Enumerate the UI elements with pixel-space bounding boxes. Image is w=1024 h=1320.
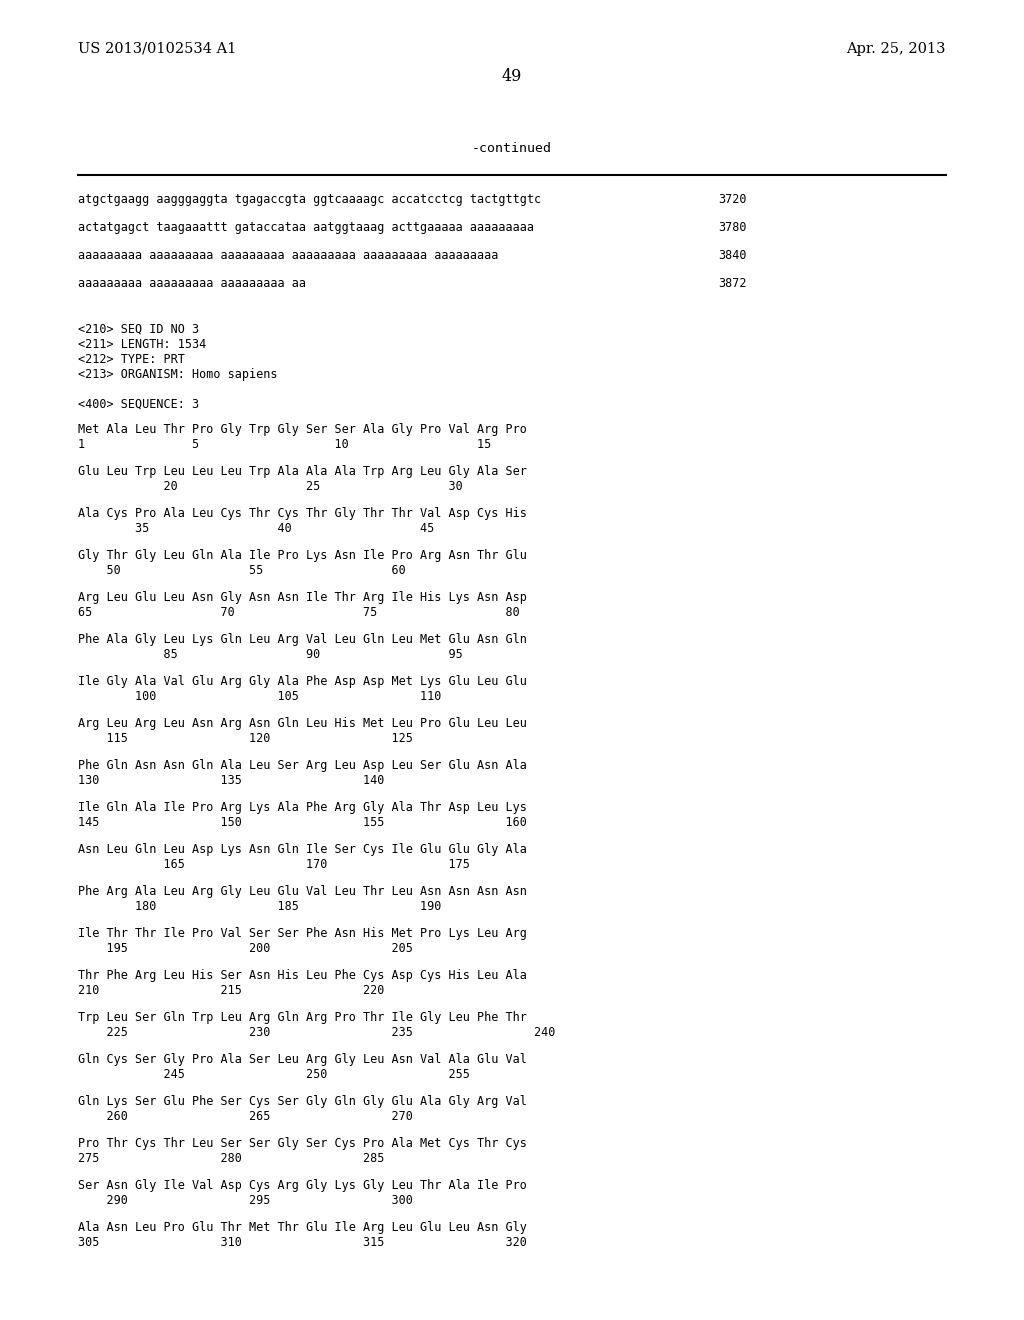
Text: 165                 170                 175: 165 170 175 bbox=[78, 858, 470, 871]
Text: Gln Lys Ser Glu Phe Ser Cys Ser Gly Gln Gly Glu Ala Gly Arg Val: Gln Lys Ser Glu Phe Ser Cys Ser Gly Gln … bbox=[78, 1096, 527, 1107]
Text: Ile Gln Ala Ile Pro Arg Lys Ala Phe Arg Gly Ala Thr Asp Leu Lys: Ile Gln Ala Ile Pro Arg Lys Ala Phe Arg … bbox=[78, 801, 527, 814]
Text: Gln Cys Ser Gly Pro Ala Ser Leu Arg Gly Leu Asn Val Ala Glu Val: Gln Cys Ser Gly Pro Ala Ser Leu Arg Gly … bbox=[78, 1053, 527, 1067]
Text: 245                 250                 255: 245 250 255 bbox=[78, 1068, 470, 1081]
Text: 3720: 3720 bbox=[718, 193, 746, 206]
Text: 3872: 3872 bbox=[718, 277, 746, 290]
Text: Trp Leu Ser Gln Trp Leu Arg Gln Arg Pro Thr Ile Gly Leu Phe Thr: Trp Leu Ser Gln Trp Leu Arg Gln Arg Pro … bbox=[78, 1011, 527, 1024]
Text: 49: 49 bbox=[502, 69, 522, 84]
Text: Pro Thr Cys Thr Leu Ser Ser Gly Ser Cys Pro Ala Met Cys Thr Cys: Pro Thr Cys Thr Leu Ser Ser Gly Ser Cys … bbox=[78, 1137, 527, 1150]
Text: 130                 135                 140: 130 135 140 bbox=[78, 774, 384, 787]
Text: 1               5                   10                  15: 1 5 10 15 bbox=[78, 438, 492, 451]
Text: -continued: -continued bbox=[472, 143, 552, 154]
Text: 3780: 3780 bbox=[718, 220, 746, 234]
Text: Phe Ala Gly Leu Lys Gln Leu Arg Val Leu Gln Leu Met Glu Asn Gln: Phe Ala Gly Leu Lys Gln Leu Arg Val Leu … bbox=[78, 634, 527, 645]
Text: 100                 105                 110: 100 105 110 bbox=[78, 690, 441, 704]
Text: 145                 150                 155                 160: 145 150 155 160 bbox=[78, 816, 527, 829]
Text: 225                 230                 235                 240: 225 230 235 240 bbox=[78, 1026, 555, 1039]
Text: Ile Gly Ala Val Glu Arg Gly Ala Phe Asp Asp Met Lys Glu Leu Glu: Ile Gly Ala Val Glu Arg Gly Ala Phe Asp … bbox=[78, 675, 527, 688]
Text: atgctgaagg aagggaggta tgagaccgta ggtcaaaagc accatcctcg tactgttgtc: atgctgaagg aagggaggta tgagaccgta ggtcaaa… bbox=[78, 193, 541, 206]
Text: actatgagct taagaaattt gataccataa aatggtaaag acttgaaaaa aaaaaaaaa: actatgagct taagaaattt gataccataa aatggta… bbox=[78, 220, 534, 234]
Text: Phe Arg Ala Leu Arg Gly Leu Glu Val Leu Thr Leu Asn Asn Asn Asn: Phe Arg Ala Leu Arg Gly Leu Glu Val Leu … bbox=[78, 884, 527, 898]
Text: Thr Phe Arg Leu His Ser Asn His Leu Phe Cys Asp Cys His Leu Ala: Thr Phe Arg Leu His Ser Asn His Leu Phe … bbox=[78, 969, 527, 982]
Text: Arg Leu Glu Leu Asn Gly Asn Asn Ile Thr Arg Ile His Lys Asn Asp: Arg Leu Glu Leu Asn Gly Asn Asn Ile Thr … bbox=[78, 591, 527, 605]
Text: Phe Gln Asn Asn Gln Ala Leu Ser Arg Leu Asp Leu Ser Glu Asn Ala: Phe Gln Asn Asn Gln Ala Leu Ser Arg Leu … bbox=[78, 759, 527, 772]
Text: 50                  55                  60: 50 55 60 bbox=[78, 564, 406, 577]
Text: aaaaaaaaa aaaaaaaaa aaaaaaaaa aa: aaaaaaaaa aaaaaaaaa aaaaaaaaa aa bbox=[78, 277, 306, 290]
Text: <212> TYPE: PRT: <212> TYPE: PRT bbox=[78, 352, 185, 366]
Text: 3840: 3840 bbox=[718, 249, 746, 261]
Text: Ala Cys Pro Ala Leu Cys Thr Cys Thr Gly Thr Thr Val Asp Cys His: Ala Cys Pro Ala Leu Cys Thr Cys Thr Gly … bbox=[78, 507, 527, 520]
Text: 115                 120                 125: 115 120 125 bbox=[78, 733, 413, 744]
Text: Glu Leu Trp Leu Leu Leu Trp Ala Ala Ala Trp Arg Leu Gly Ala Ser: Glu Leu Trp Leu Leu Leu Trp Ala Ala Ala … bbox=[78, 465, 527, 478]
Text: Arg Leu Arg Leu Asn Arg Asn Gln Leu His Met Leu Pro Glu Leu Leu: Arg Leu Arg Leu Asn Arg Asn Gln Leu His … bbox=[78, 717, 527, 730]
Text: Apr. 25, 2013: Apr. 25, 2013 bbox=[847, 42, 946, 55]
Text: Ala Asn Leu Pro Glu Thr Met Thr Glu Ile Arg Leu Glu Leu Asn Gly: Ala Asn Leu Pro Glu Thr Met Thr Glu Ile … bbox=[78, 1221, 527, 1234]
Text: 290                 295                 300: 290 295 300 bbox=[78, 1195, 413, 1206]
Text: 210                 215                 220: 210 215 220 bbox=[78, 983, 384, 997]
Text: Ser Asn Gly Ile Val Asp Cys Arg Gly Lys Gly Leu Thr Ala Ile Pro: Ser Asn Gly Ile Val Asp Cys Arg Gly Lys … bbox=[78, 1179, 527, 1192]
Text: <210> SEQ ID NO 3: <210> SEQ ID NO 3 bbox=[78, 323, 199, 337]
Text: 35                  40                  45: 35 40 45 bbox=[78, 521, 434, 535]
Text: 305                 310                 315                 320: 305 310 315 320 bbox=[78, 1236, 527, 1249]
Text: 195                 200                 205: 195 200 205 bbox=[78, 942, 413, 954]
Text: <400> SEQUENCE: 3: <400> SEQUENCE: 3 bbox=[78, 399, 199, 411]
Text: Met Ala Leu Thr Pro Gly Trp Gly Ser Ser Ala Gly Pro Val Arg Pro: Met Ala Leu Thr Pro Gly Trp Gly Ser Ser … bbox=[78, 422, 527, 436]
Text: 180                 185                 190: 180 185 190 bbox=[78, 900, 441, 913]
Text: 85                  90                  95: 85 90 95 bbox=[78, 648, 463, 661]
Text: <213> ORGANISM: Homo sapiens: <213> ORGANISM: Homo sapiens bbox=[78, 368, 278, 381]
Text: 20                  25                  30: 20 25 30 bbox=[78, 480, 463, 492]
Text: Asn Leu Gln Leu Asp Lys Asn Gln Ile Ser Cys Ile Glu Glu Gly Ala: Asn Leu Gln Leu Asp Lys Asn Gln Ile Ser … bbox=[78, 843, 527, 855]
Text: <211> LENGTH: 1534: <211> LENGTH: 1534 bbox=[78, 338, 206, 351]
Text: aaaaaaaaa aaaaaaaaa aaaaaaaaa aaaaaaaaa aaaaaaaaa aaaaaaaaa: aaaaaaaaa aaaaaaaaa aaaaaaaaa aaaaaaaaa … bbox=[78, 249, 499, 261]
Text: US 2013/0102534 A1: US 2013/0102534 A1 bbox=[78, 42, 237, 55]
Text: Ile Thr Thr Ile Pro Val Ser Ser Phe Asn His Met Pro Lys Leu Arg: Ile Thr Thr Ile Pro Val Ser Ser Phe Asn … bbox=[78, 927, 527, 940]
Text: 260                 265                 270: 260 265 270 bbox=[78, 1110, 413, 1123]
Text: 275                 280                 285: 275 280 285 bbox=[78, 1152, 384, 1166]
Text: 65                  70                  75                  80: 65 70 75 80 bbox=[78, 606, 520, 619]
Text: Gly Thr Gly Leu Gln Ala Ile Pro Lys Asn Ile Pro Arg Asn Thr Glu: Gly Thr Gly Leu Gln Ala Ile Pro Lys Asn … bbox=[78, 549, 527, 562]
